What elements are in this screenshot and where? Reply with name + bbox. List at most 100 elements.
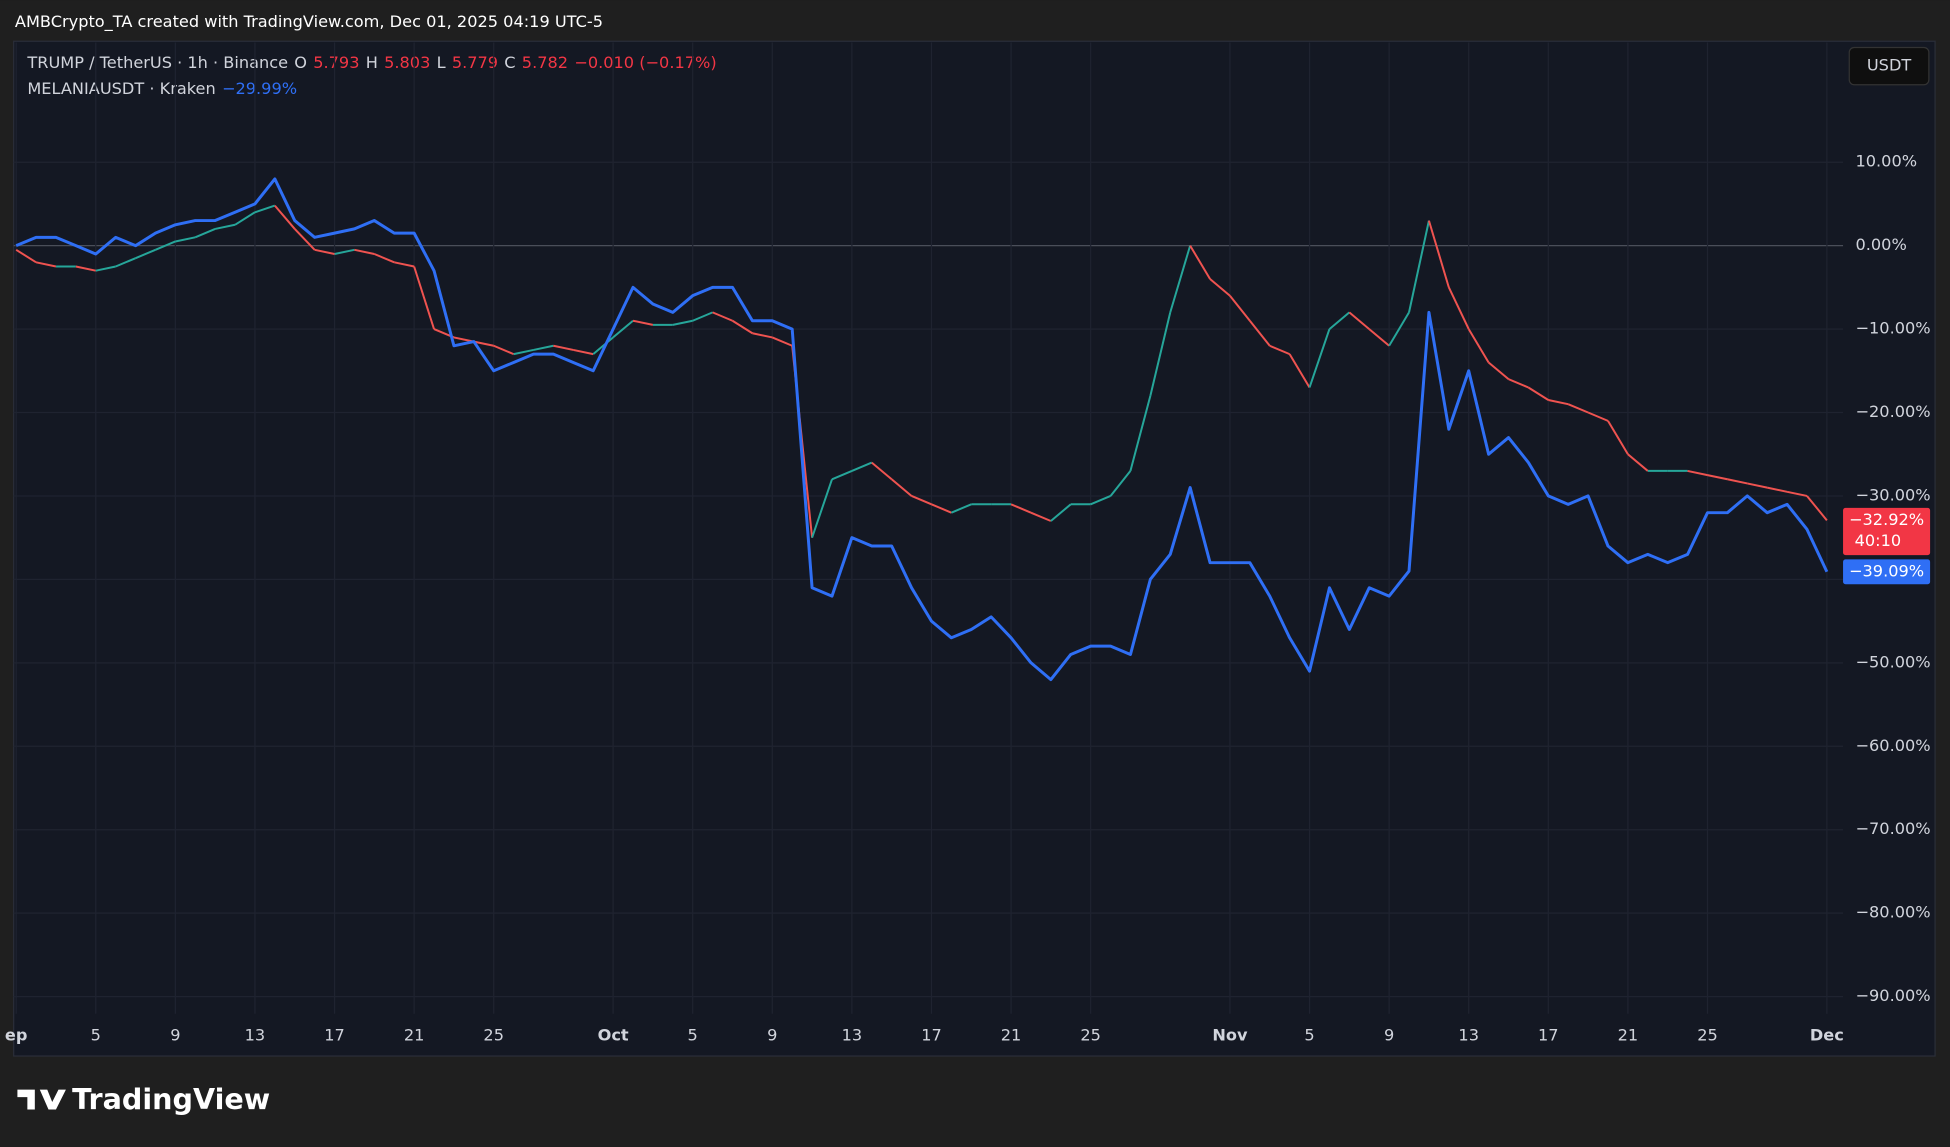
y-tick-label: 10.00%	[1855, 152, 1917, 171]
candle	[1388, 311, 1410, 347]
currency-label[interactable]: USDT	[1867, 56, 1912, 75]
candle	[1129, 395, 1152, 472]
x-tick-label: 21	[1618, 1026, 1639, 1045]
candle	[1090, 495, 1111, 506]
watermark: AMBCrypto_TA created with TradingView.co…	[15, 12, 603, 32]
candle	[115, 257, 136, 268]
candle	[95, 265, 116, 272]
candle	[533, 344, 554, 351]
x-tick-label: 5	[91, 1026, 101, 1045]
plot-panel	[13, 40, 1936, 1057]
candle	[493, 344, 515, 356]
candle	[175, 236, 196, 243]
candle	[1169, 245, 1192, 313]
x-tick-label: 21	[1001, 1026, 1022, 1045]
legend-value: −29.99%	[222, 79, 297, 98]
y-tick-label: −90.00%	[1855, 986, 1930, 1005]
candle	[1747, 482, 1768, 489]
candle	[1707, 474, 1728, 481]
candle	[950, 503, 972, 514]
y-tick-label: −20.00%	[1855, 402, 1930, 421]
candle	[194, 228, 216, 239]
candle	[1288, 353, 1311, 388]
logo-icon	[17, 1089, 66, 1110]
candle	[1766, 486, 1788, 493]
x-tick-label: Nov	[1212, 1026, 1248, 1045]
candle	[712, 311, 733, 322]
candle	[1189, 245, 1211, 280]
candle	[274, 204, 296, 230]
x-tick-label: 13	[842, 1026, 863, 1045]
candle	[354, 248, 375, 255]
candle	[314, 248, 335, 255]
x-tick-label: 25	[1697, 1026, 1718, 1045]
x-tick-label: 13	[1458, 1026, 1479, 1045]
candle	[771, 336, 793, 347]
candle	[254, 204, 276, 214]
candle	[394, 261, 415, 268]
candle	[1050, 503, 1072, 522]
candle	[1368, 328, 1390, 347]
candle	[1149, 312, 1172, 397]
x-tick-label: ep	[5, 1026, 28, 1045]
candle	[1806, 495, 1828, 521]
ohlc-letter: H	[366, 53, 378, 72]
last-value-box	[1843, 559, 1931, 585]
candle	[155, 240, 176, 251]
ohlc-value: 5.782	[522, 53, 568, 72]
candle	[1567, 403, 1589, 414]
candle	[214, 223, 236, 230]
x-tick-label: 5	[1304, 1026, 1314, 1045]
candle	[75, 265, 96, 272]
candle	[1408, 220, 1430, 313]
change-label: −0.010 (−0.17%)	[574, 53, 716, 72]
y-tick-label: 0.00%	[1855, 235, 1906, 254]
x-tick-label: 25	[483, 1026, 504, 1045]
candle	[373, 253, 395, 264]
x-tick-label: 9	[1384, 1026, 1394, 1045]
logo-text: TradingView	[72, 1082, 270, 1116]
candle	[1348, 311, 1370, 330]
last-value-label: −39.09%	[1849, 561, 1924, 580]
candle	[1527, 386, 1549, 401]
candle	[1269, 344, 1291, 356]
ohlc-value: 5.779	[452, 53, 498, 72]
candle	[294, 228, 316, 251]
legend-entry: TRUMP / TetherUS · 1h · Binance	[26, 53, 288, 72]
y-tick-label: −50.00%	[1855, 652, 1930, 671]
candle	[1010, 503, 1032, 514]
currency-button[interactable]	[1848, 46, 1930, 86]
candle	[931, 503, 952, 514]
ohlc-value: 5.793	[313, 53, 359, 72]
candle	[1548, 399, 1569, 406]
y-tick-label: −80.00%	[1855, 903, 1930, 922]
x-tick-label: 25	[1080, 1026, 1101, 1045]
candle	[35, 261, 57, 268]
candle	[553, 344, 574, 351]
candle	[672, 319, 693, 326]
candle	[135, 248, 156, 260]
x-tick-label: 5	[688, 1026, 698, 1045]
ohlc-letter: C	[504, 53, 515, 72]
candle	[573, 348, 594, 356]
candle	[1447, 286, 1470, 330]
candle	[692, 311, 713, 322]
candle	[811, 478, 833, 539]
candle	[1687, 469, 1708, 477]
legend-entry: MELANIAUSDT · Kraken	[27, 79, 215, 98]
x-tick-label: Dec	[1810, 1026, 1844, 1045]
x-tick-label: 17	[1538, 1026, 1559, 1045]
candle	[1328, 311, 1350, 330]
candle	[612, 319, 634, 339]
candle	[1587, 411, 1609, 422]
candle	[1487, 361, 1510, 380]
candle	[851, 461, 873, 472]
candle	[1508, 378, 1529, 389]
x-tick-label: 21	[404, 1026, 425, 1045]
x-tick-label: 9	[767, 1026, 777, 1045]
last-value-box	[1843, 507, 1931, 556]
logo: TradingView	[17, 1082, 270, 1116]
x-tick-label: 9	[170, 1026, 180, 1045]
y-tick-label: −10.00%	[1855, 319, 1930, 338]
